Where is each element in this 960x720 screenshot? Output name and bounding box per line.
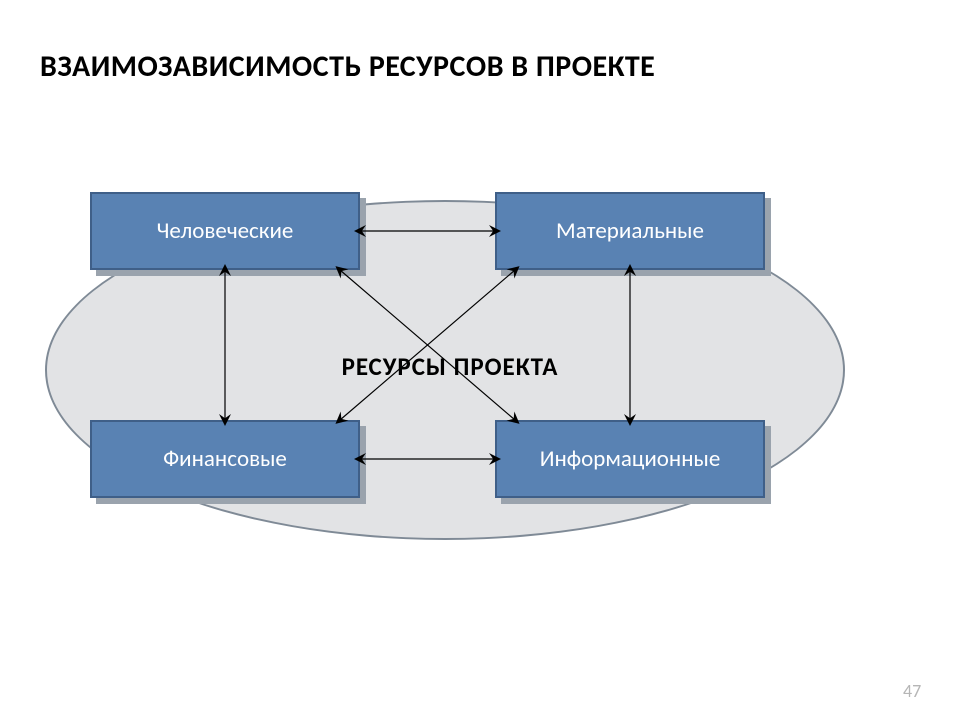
node-human: Человеческие (90, 192, 360, 270)
page-number: 47 (903, 680, 921, 702)
node-label: Материальные (556, 217, 704, 245)
node-info: Информационные (495, 420, 765, 498)
node-finance: Финансовые (90, 420, 360, 498)
node-label: Информационные (540, 445, 721, 473)
center-label: РЕСУРСЫ ПРОЕКТА (300, 351, 600, 382)
node-material: Материальные (495, 192, 765, 270)
node-label: Человеческие (157, 217, 294, 245)
slide-title: ВЗАИМОЗАВИСИМОСТЬ РЕСУРСОВ В ПРОЕКТЕ (40, 48, 920, 85)
slide: ВЗАИМОЗАВИСИМОСТЬ РЕСУРСОВ В ПРОЕКТЕ РЕС… (0, 0, 960, 720)
node-label: Финансовые (163, 445, 287, 473)
